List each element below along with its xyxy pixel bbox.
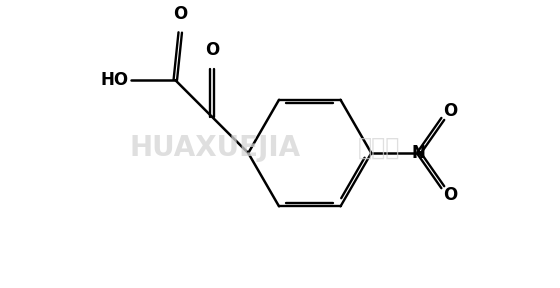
Text: N: N <box>412 144 426 162</box>
Text: O: O <box>173 5 188 22</box>
Text: O: O <box>204 41 219 59</box>
Text: O: O <box>444 102 458 120</box>
Text: 化学加: 化学加 <box>358 136 400 160</box>
Text: HUAXUEJIA: HUAXUEJIA <box>130 134 301 162</box>
Text: HO: HO <box>101 71 129 89</box>
Text: O: O <box>444 186 458 204</box>
